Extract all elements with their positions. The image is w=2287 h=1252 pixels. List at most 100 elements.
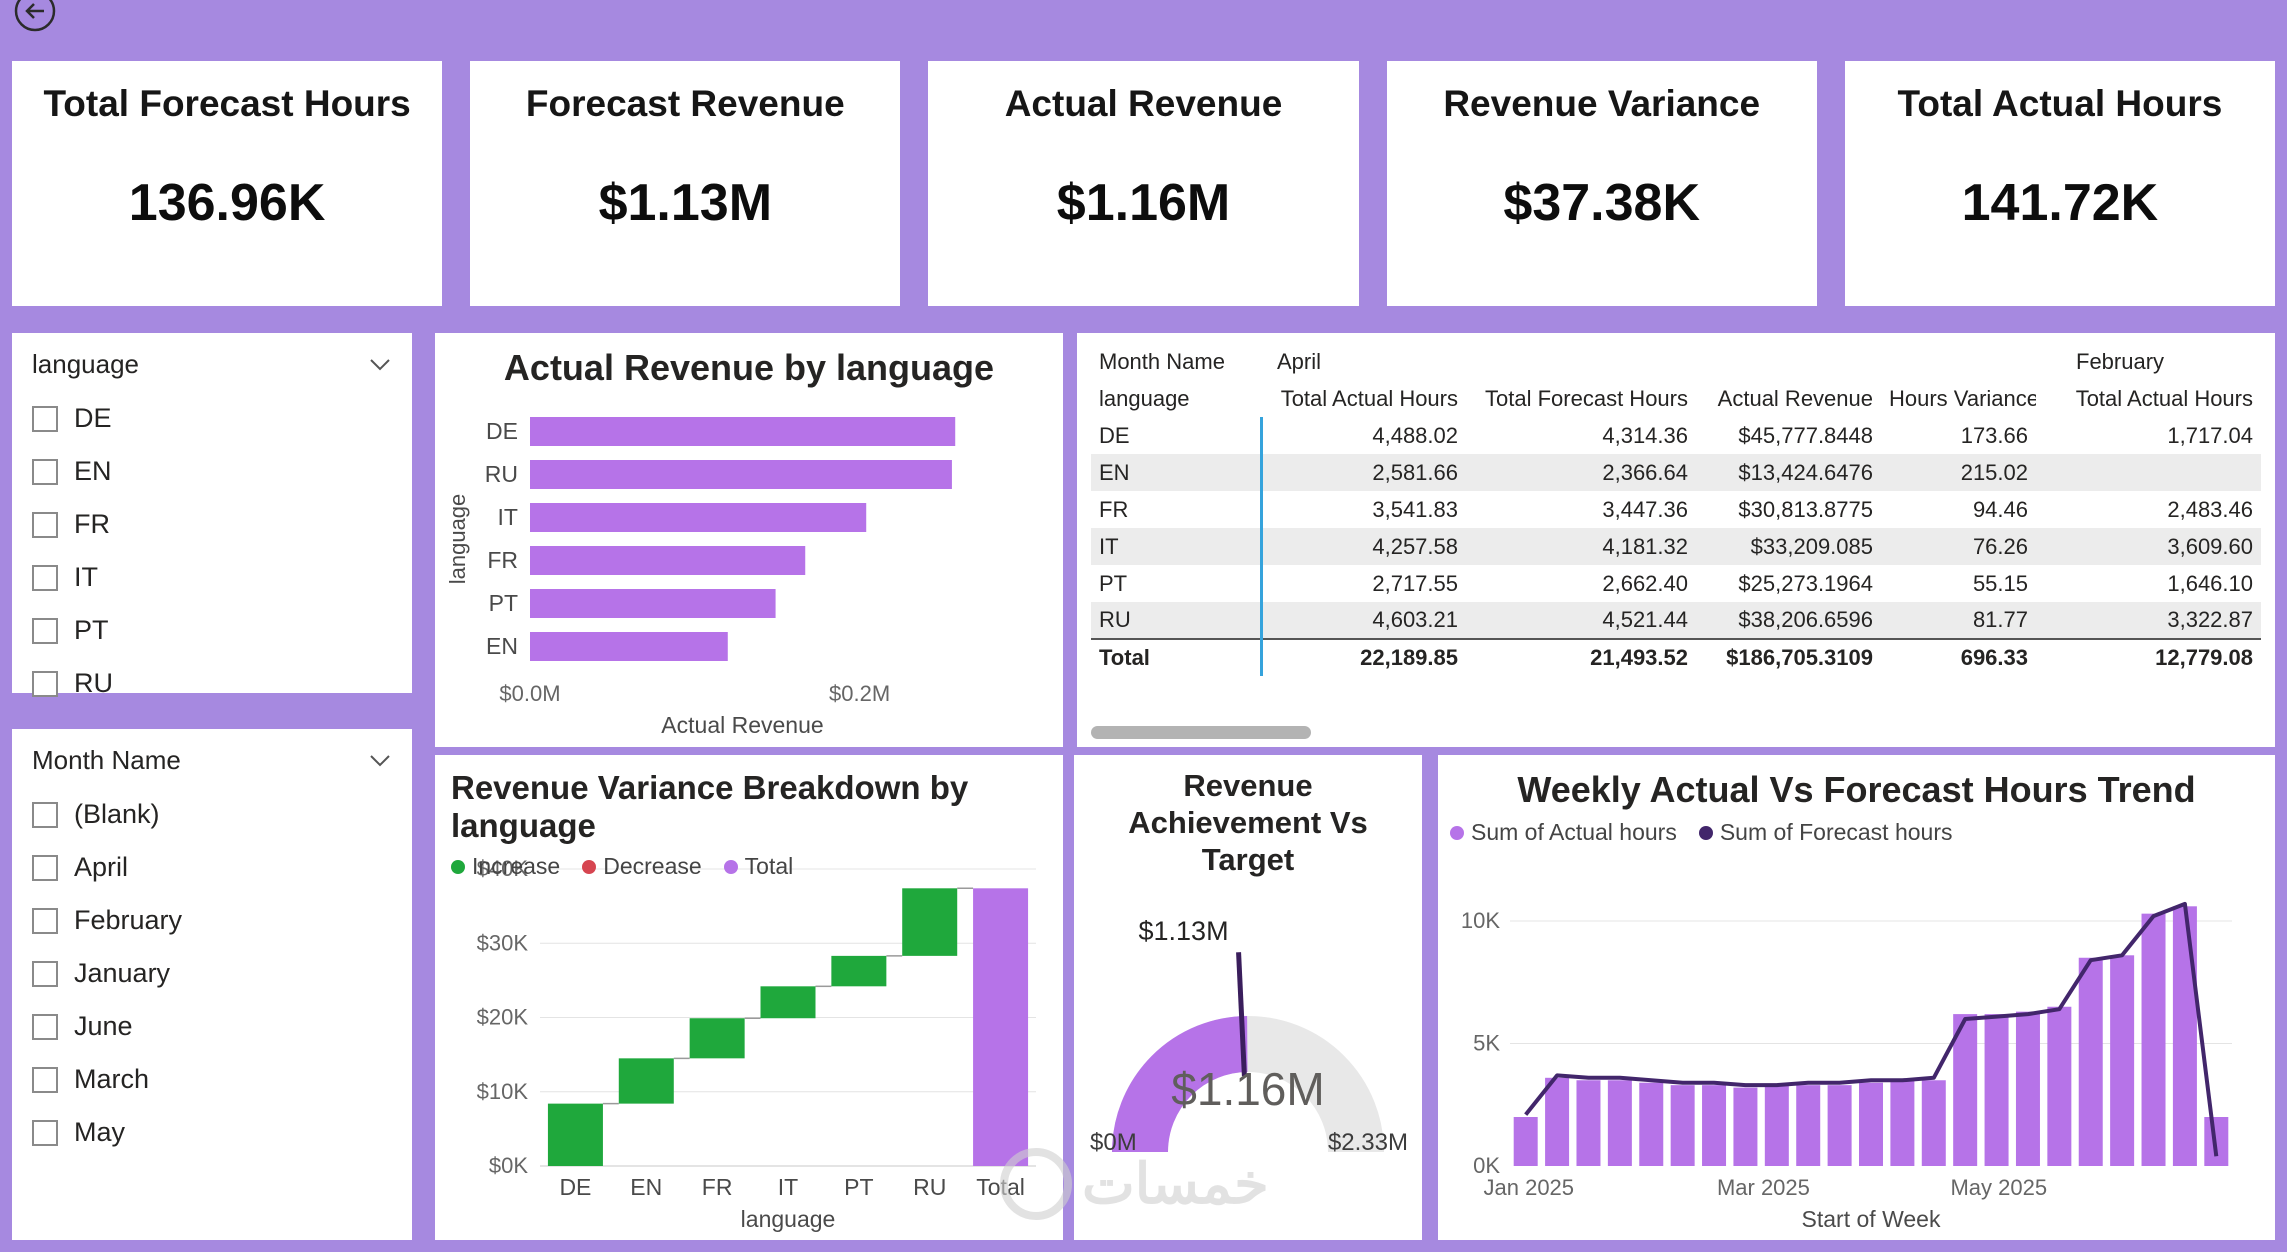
language-item-fr[interactable]: FR (32, 498, 392, 551)
legend-item-sum-of-forecast-hours[interactable]: Sum of Forecast hours (1698, 819, 1953, 846)
waterfall-bar-pt[interactable] (831, 955, 887, 987)
actual-hours-bar[interactable] (1702, 1085, 1727, 1166)
actual-hours-bar[interactable] (1890, 1080, 1915, 1166)
actual-hours-bar[interactable] (1859, 1082, 1883, 1166)
slicer-item-label: April (74, 852, 129, 882)
language-item-pt[interactable]: PT (32, 604, 392, 657)
chevron-down-icon[interactable] (368, 357, 392, 373)
kpi-value: $1.16M (1056, 173, 1231, 232)
waterfall-bar-it[interactable] (760, 986, 816, 1019)
month-slicer: Month Name (Blank) April February January Ju… (12, 729, 412, 1240)
actual-hours-bar[interactable] (1639, 1082, 1664, 1166)
gauge-value-label: $1.16M (1171, 1063, 1324, 1115)
checkbox[interactable] (32, 670, 58, 697)
language-item-it[interactable]: IT (32, 551, 392, 604)
checkbox[interactable] (32, 564, 58, 591)
legend-item-total[interactable]: Total (723, 853, 794, 880)
kpi-value: $37.38K (1503, 173, 1701, 232)
revenue-bar-pt[interactable] (530, 589, 776, 618)
table-cell: 2,662.40 (1602, 570, 1688, 596)
month-item-march[interactable]: March (32, 1053, 392, 1106)
legend-item-sum-of-actual-hours[interactable]: Sum of Actual hours (1450, 819, 1677, 846)
actual-hours-bar[interactable] (1796, 1085, 1821, 1166)
x-axis-title: language (741, 1206, 836, 1232)
month-slicer-list: (Blank) April February January June March May (32, 788, 392, 1159)
actual-hours-bar[interactable] (1513, 1117, 1538, 1166)
column-group-header (1466, 343, 1696, 380)
table-cell: 4,314.36 (1602, 422, 1688, 448)
revenue-gauge-card: Revenue Achievement Vs Target $1.13M $1.1… (1074, 755, 1422, 1240)
actual-hours-bar[interactable] (2047, 1006, 2072, 1166)
horizontal-scrollbar[interactable] (1091, 726, 1311, 739)
actual-hours-bar[interactable] (1953, 1014, 1978, 1166)
checkbox[interactable] (32, 960, 58, 987)
x-tick-label: Jan 2025 (1484, 1175, 1575, 1200)
actual-hours-bar[interactable] (2110, 955, 2135, 1166)
table-row: IT 4,257.58 4,181.32 $33,209.085 76.26 3,609.… (1091, 528, 2261, 565)
waterfall-total-bar[interactable] (973, 888, 1029, 1166)
actual-hours-bar[interactable] (1545, 1077, 1570, 1166)
month-slicer-header: Month Name (32, 745, 392, 776)
checkbox[interactable] (32, 907, 58, 934)
y-tick-label: $30K (477, 930, 529, 955)
checkbox[interactable] (32, 511, 58, 538)
revenue-bar-de[interactable] (530, 417, 956, 446)
language-item-de[interactable]: DE (32, 392, 392, 445)
actual-hours-bar[interactable] (1764, 1085, 1789, 1166)
x-tick-label: Total (976, 1174, 1025, 1200)
month-item-april[interactable]: April (32, 841, 392, 894)
waterfall-bar-fr[interactable] (689, 1018, 745, 1059)
month-item-blank[interactable]: (Blank) (32, 788, 392, 841)
category-label: IT (498, 504, 518, 530)
actual-hours-bar[interactable] (1733, 1087, 1758, 1166)
waterfall-bar-de[interactable] (547, 1103, 603, 1166)
y-tick-label: $10K (477, 1079, 529, 1104)
actual-hours-bar[interactable] (1827, 1085, 1852, 1166)
trend-legend: Sum of Actual hours Sum of Forecast hours (1450, 819, 2275, 846)
slicer-item-label: DE (74, 403, 112, 433)
actual-hours-bar[interactable] (2015, 1011, 2040, 1166)
month-item-june[interactable]: June (32, 1000, 392, 1053)
actual-hours-bar[interactable] (1576, 1080, 1601, 1166)
checkbox[interactable] (32, 1013, 58, 1040)
actual-hours-bar[interactable] (2172, 906, 2197, 1166)
language-item-en[interactable]: EN (32, 445, 392, 498)
checkbox[interactable] (32, 405, 58, 432)
chevron-down-icon[interactable] (368, 753, 392, 769)
chart-title: Revenue Variance Breakdown by language (451, 769, 969, 844)
actual-hours-bar[interactable] (1607, 1080, 1632, 1166)
revenue-bar-en[interactable] (530, 632, 728, 661)
kpi-title: Revenue Variance (1443, 83, 1761, 124)
month-item-february[interactable]: February (32, 894, 392, 947)
actual-hours-bar[interactable] (2141, 913, 2166, 1166)
waterfall-bar-en[interactable] (618, 1058, 674, 1104)
back-button[interactable] (12, 0, 58, 34)
legend-label: Total (744, 853, 794, 879)
actual-hours-bar[interactable] (1670, 1085, 1695, 1166)
table-cell: 55.15 (1972, 570, 2028, 596)
table-cell: $38,206.6596 (1738, 607, 1873, 632)
checkbox[interactable] (32, 1119, 58, 1146)
actual-hours-bar[interactable] (2078, 957, 2103, 1166)
revenue-bar-ru[interactable] (530, 460, 952, 489)
month-item-january[interactable]: January (32, 947, 392, 1000)
kpi-title: Actual Revenue (1004, 83, 1283, 124)
checkbox[interactable] (32, 617, 58, 644)
actual-hours-bar[interactable] (1984, 1014, 2009, 1166)
legend-dot-icon (1450, 825, 1464, 840)
legend-item-increase[interactable]: Increase (451, 853, 560, 880)
actual-hours-bar[interactable] (1921, 1080, 1946, 1166)
checkbox[interactable] (32, 458, 58, 485)
revenue-bar-it[interactable] (530, 503, 867, 532)
checkbox[interactable] (32, 1066, 58, 1093)
kpi-card-total-forecast-hours: Total Forecast Hours 136.96K (12, 61, 443, 306)
month-item-may[interactable]: May (32, 1106, 392, 1159)
legend-item-decrease[interactable]: Decrease (582, 853, 702, 880)
table-cell: 2,483.46 (2167, 496, 2253, 522)
waterfall-bar-ru[interactable] (902, 888, 958, 956)
revenue-bar-fr[interactable] (530, 546, 806, 575)
language-item-ru[interactable]: RU (32, 657, 392, 710)
checkbox[interactable] (32, 854, 58, 881)
table-cell: 3,322.87 (2167, 607, 2253, 632)
checkbox[interactable] (32, 801, 58, 828)
